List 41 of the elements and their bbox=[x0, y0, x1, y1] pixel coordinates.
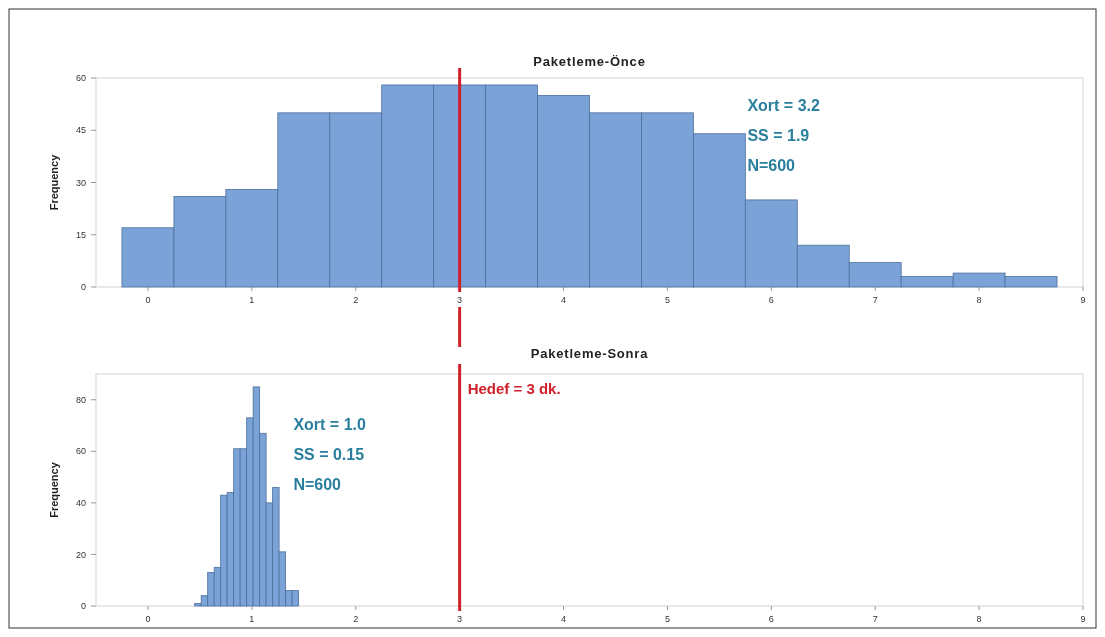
x-tick-label: 1 bbox=[249, 295, 255, 305]
annotation: Xort = 3.2 bbox=[747, 97, 820, 115]
y-tick-label: 60 bbox=[75, 73, 86, 84]
chart-title: Paketleme-Sonra bbox=[530, 346, 649, 361]
x-tick-label: 9 bbox=[1080, 614, 1086, 624]
ref-line-label: Hedef = 3 dk. bbox=[467, 380, 561, 397]
x-tick-label: 2 bbox=[353, 295, 359, 305]
x-tick-label: 4 bbox=[561, 614, 567, 624]
y-axis-title: Frequency bbox=[48, 461, 60, 518]
y-tick-label: 30 bbox=[75, 177, 86, 188]
y-tick-label: 45 bbox=[75, 125, 86, 136]
x-tick-label: 3 bbox=[457, 614, 463, 624]
x-tick-label: 3 bbox=[457, 295, 463, 305]
x-tick-label: 6 bbox=[768, 295, 774, 305]
y-tick-label: 40 bbox=[75, 498, 86, 509]
x-tick-label: 8 bbox=[976, 295, 982, 305]
x-tick-label: 5 bbox=[664, 614, 670, 624]
annotation: N=600 bbox=[747, 157, 796, 175]
y-tick-label: 60 bbox=[75, 446, 86, 457]
x-tick-label: 0 bbox=[145, 295, 151, 305]
y-tick-label: 15 bbox=[75, 229, 86, 240]
x-tick-label: 4 bbox=[561, 295, 567, 305]
x-tick-label: 6 bbox=[768, 614, 774, 624]
y-tick-label: 0 bbox=[80, 601, 86, 612]
x-tick-label: 7 bbox=[872, 614, 878, 624]
x-tick-label: 2 bbox=[353, 614, 359, 624]
chart-title: Paketleme-Önce bbox=[533, 54, 646, 69]
y-tick-label: 20 bbox=[75, 549, 86, 560]
annotation: Xort = 1.0 bbox=[293, 415, 366, 433]
x-tick-label: 1 bbox=[249, 614, 255, 624]
x-tick-label: 5 bbox=[664, 295, 670, 305]
x-tick-label: 7 bbox=[872, 295, 878, 305]
y-tick-label: 0 bbox=[80, 282, 86, 293]
x-tick-label: 8 bbox=[976, 614, 982, 624]
annotation: SS = 0.15 bbox=[293, 445, 365, 463]
y-axis-title: Frequency bbox=[48, 153, 60, 211]
y-tick-label: 80 bbox=[75, 394, 86, 405]
x-tick-label: 0 bbox=[145, 614, 151, 624]
x-tick-label: 9 bbox=[1080, 295, 1086, 305]
annotation: SS = 1.9 bbox=[747, 127, 810, 145]
annotation: N=600 bbox=[293, 475, 342, 493]
